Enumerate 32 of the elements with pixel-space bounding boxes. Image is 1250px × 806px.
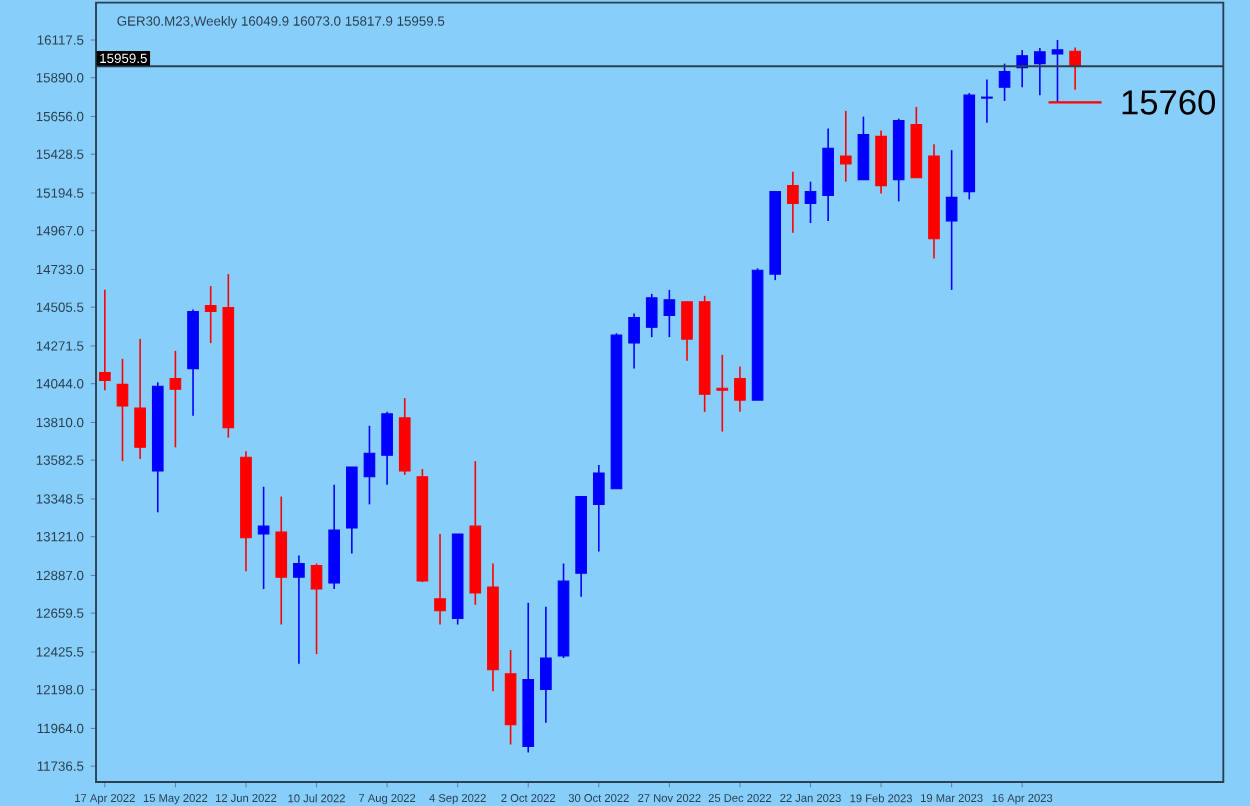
candlestick bbox=[945, 149, 958, 291]
candlestick bbox=[363, 424, 376, 506]
candlestick bbox=[681, 301, 693, 362]
candlestick bbox=[839, 110, 852, 183]
candlestick bbox=[822, 127, 834, 222]
candlestick bbox=[293, 554, 305, 665]
candlestick bbox=[998, 62, 1011, 102]
candlestick bbox=[116, 358, 129, 462]
candlestick bbox=[257, 485, 270, 590]
candlestick bbox=[169, 350, 182, 449]
candlestick bbox=[857, 115, 870, 181]
candlestick bbox=[1051, 39, 1064, 104]
candlestick bbox=[628, 312, 640, 370]
candlestick bbox=[310, 562, 323, 655]
candlestick bbox=[592, 464, 605, 553]
candlestick bbox=[663, 289, 676, 338]
text: 15760 bbox=[1122, 90, 1216, 115]
candlestick bbox=[645, 293, 658, 338]
candlestick bbox=[99, 289, 111, 392]
candlestick bbox=[540, 605, 552, 724]
candlestick bbox=[716, 354, 729, 433]
candlestick bbox=[734, 365, 746, 413]
candlestick bbox=[1034, 47, 1046, 96]
candlestick bbox=[981, 78, 993, 124]
candlestick bbox=[275, 495, 288, 626]
candlestick bbox=[787, 171, 799, 234]
candlestick bbox=[1069, 46, 1081, 91]
candlestick bbox=[134, 338, 146, 460]
candlestick bbox=[434, 533, 446, 626]
candlestick bbox=[204, 285, 217, 344]
candlestick bbox=[804, 180, 817, 224]
candlestick bbox=[381, 411, 393, 486]
